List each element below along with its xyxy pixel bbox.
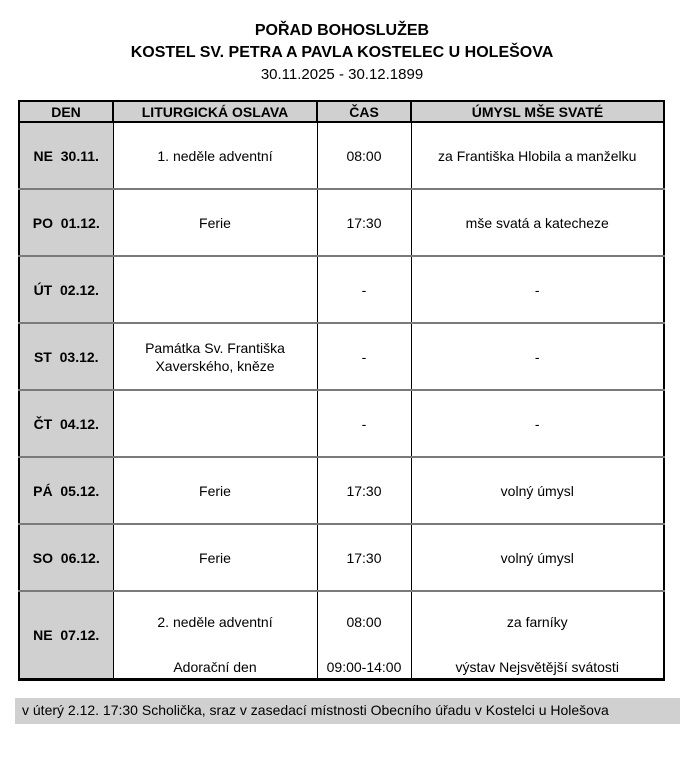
day-cell: ST 03.12.: [18, 322, 114, 390]
day-cell: PO 01.12.: [18, 188, 114, 256]
intention-secondary-text: výstav Nejsvětější svátosti: [455, 659, 619, 675]
page-title: POŘAD BOHOSLUŽEB: [254, 22, 430, 39]
intention-cell: volný úmysl: [410, 456, 665, 524]
time-cell: 08:00: [316, 122, 412, 189]
intention-cell: za farníky výstav Nejsvětější svátosti: [410, 590, 665, 680]
time-cell: 17:30: [316, 523, 412, 591]
celebration-text: Ferie: [199, 214, 231, 231]
time-cell: 08:00 09:00-14:00: [316, 590, 412, 680]
celebration-cell: Ferie: [112, 456, 318, 524]
col-header-cas: ČAS: [316, 100, 412, 123]
celebration-secondary-text: Adorační den: [173, 659, 257, 675]
intention-text: za farníky: [506, 614, 568, 630]
celebration-cell: 1. neděle adventní: [112, 122, 318, 189]
table-row: ÚT 02.12. - -: [18, 255, 665, 323]
celebration-cell: [112, 389, 318, 457]
intention-cell: -: [410, 389, 665, 457]
celebration-cell: Památka Sv. Františka Xaverského, kněze: [112, 322, 318, 390]
celebration-text: 2. neděle adventní: [157, 614, 273, 630]
day-cell: ÚT 02.12.: [18, 255, 114, 323]
intention-cell: za Františka Hlobila a manželku: [410, 122, 665, 189]
celebration-text: 1. neděle adventní: [157, 147, 273, 164]
time-cell: -: [316, 322, 412, 390]
intention-cell: mše svatá a katecheze: [410, 188, 665, 256]
celebration-cell: Ferie: [112, 188, 318, 256]
day-cell: ČT 04.12.: [18, 389, 114, 457]
table-row: PÁ 05.12. Ferie 17:30 volný úmysl: [18, 456, 665, 524]
table-row: NE 30.11. 1. neděle adventní 08:00 za Fr…: [18, 122, 665, 189]
intention-cell: -: [410, 322, 665, 390]
celebration-text: Ferie: [199, 482, 231, 499]
time-cell: 17:30: [316, 456, 412, 524]
table-row: NE 07.12. 2. neděle adventní Adorační de…: [18, 590, 665, 680]
time-text: 08:00: [346, 614, 382, 630]
schedule-table: DEN LITURGICKÁ OSLAVA ČAS ÚMYSL MŠE SVAT…: [18, 100, 665, 681]
celebration-text: Památka Sv. Františka Xaverského, kněze: [145, 339, 285, 374]
time-secondary-text: 09:00-14:00: [326, 659, 402, 675]
time-cell: -: [316, 255, 412, 323]
day-cell: SO 06.12.: [18, 523, 114, 591]
celebration-cell: Ferie: [112, 523, 318, 591]
day-cell: NE 07.12.: [18, 590, 114, 680]
table-row: ST 03.12. Památka Sv. Františka Xaverské…: [18, 322, 665, 390]
footer-note: v úterý 2.12. 17:30 Scholička, sraz v za…: [15, 698, 680, 724]
table-row: SO 06.12. Ferie 17:30 volný úmysl: [18, 523, 665, 591]
celebration-cell: [112, 255, 318, 323]
date-range: 30.11.2025 - 30.12.1899: [260, 66, 424, 83]
intention-cell: volný úmysl: [410, 523, 665, 591]
day-cell: NE 30.11.: [18, 122, 114, 189]
church-name: KOSTEL SV. PETRA A PAVLA KOSTELEC U HOLE…: [130, 44, 554, 61]
col-header-umysl: ÚMYSL MŠE SVATÉ: [410, 100, 665, 123]
table-row: PO 01.12. Ferie 17:30 mše svatá a katech…: [18, 188, 665, 256]
table-row: ČT 04.12. - -: [18, 389, 665, 457]
celebration-text: Ferie: [199, 549, 231, 566]
time-cell: -: [316, 389, 412, 457]
table-header-row: DEN LITURGICKÁ OSLAVA ČAS ÚMYSL MŠE SVAT…: [18, 100, 665, 123]
day-cell: PÁ 05.12.: [18, 456, 114, 524]
intention-cell: -: [410, 255, 665, 323]
title-block: POŘAD BOHOSLUŽEB KOSTEL SV. PETRA A PAVL…: [0, 20, 684, 85]
col-header-den: DEN: [18, 100, 114, 123]
col-header-oslava: LITURGICKÁ OSLAVA: [112, 100, 318, 123]
celebration-cell: 2. neděle adventní Adorační den: [112, 590, 318, 680]
time-cell: 17:30: [316, 188, 412, 256]
